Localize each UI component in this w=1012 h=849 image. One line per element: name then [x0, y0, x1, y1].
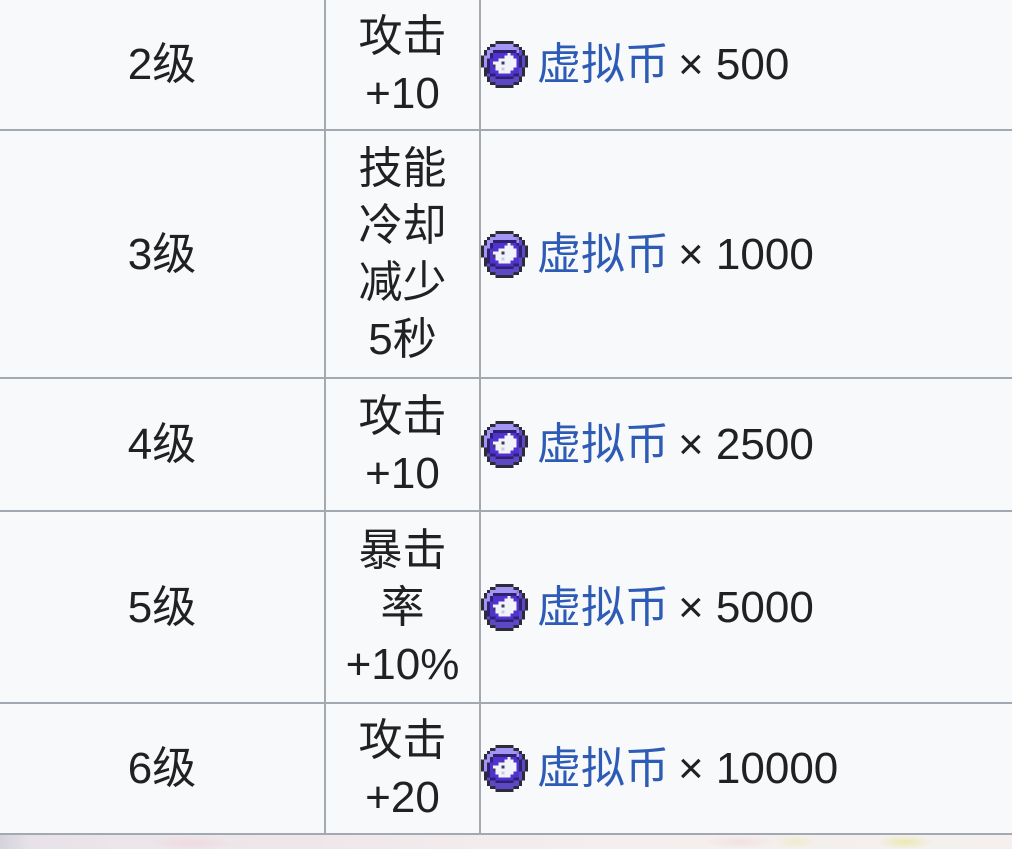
- cost-cell: 虚拟币 × 10000: [481, 704, 1012, 835]
- table-row: 4级 攻击 +10 虚拟币 × 2500: [0, 379, 1012, 512]
- cost-line: 虚拟币 × 5000: [481, 579, 1012, 636]
- coin-icon[interactable]: [481, 583, 528, 631]
- table-row: 3级 技能 冷却 减少 5秒 虚拟币 × 1000: [0, 131, 1012, 379]
- currency-link[interactable]: 虚拟币: [537, 229, 669, 279]
- cost-cell: 虚拟币 × 1000: [481, 131, 1012, 379]
- cost-amount: × 5000: [678, 582, 814, 632]
- cost-line: 虚拟币 × 1000: [481, 226, 1012, 283]
- table-row: 2级 攻击 +10 虚拟币 × 500: [0, 0, 1012, 131]
- effect-cell: 暴击 率 +10%: [326, 512, 481, 704]
- coin-icon[interactable]: [481, 41, 528, 88]
- cost-amount: × 1000: [678, 229, 814, 279]
- level-cell: 2级: [0, 0, 326, 131]
- coin-icon[interactable]: [481, 230, 528, 278]
- table-row: 6级 攻击 +20 虚拟币 × 10000: [0, 704, 1012, 835]
- currency-link[interactable]: 虚拟币: [537, 744, 669, 793]
- cost-cell: 虚拟币 × 500: [481, 0, 1012, 131]
- cost-line: 虚拟币 × 500: [481, 36, 1012, 93]
- effect-cell: 攻击 +10: [326, 0, 481, 131]
- page-background-image: [0, 835, 1012, 849]
- table-row: 5级 暴击 率 +10% 虚拟币 × 5000: [0, 512, 1012, 704]
- cost-line: 虚拟币 × 10000: [481, 740, 1012, 797]
- level-cell: 6级: [0, 704, 326, 835]
- level-cell: 5级: [0, 512, 326, 704]
- cost-cell: 虚拟币 × 2500: [481, 379, 1012, 512]
- effect-cell: 攻击 +20: [326, 704, 481, 835]
- currency-link[interactable]: 虚拟币: [537, 582, 669, 632]
- cost-amount: × 500: [678, 40, 790, 89]
- currency-link[interactable]: 虚拟币: [537, 420, 669, 469]
- currency-link[interactable]: 虚拟币: [537, 40, 669, 89]
- cost-line: 虚拟币 × 2500: [481, 416, 1012, 473]
- effect-cell: 攻击 +10: [326, 379, 481, 512]
- level-cell: 3级: [0, 131, 326, 379]
- cost-cell: 虚拟币 × 5000: [481, 512, 1012, 704]
- coin-icon[interactable]: [481, 421, 528, 468]
- cost-amount: × 10000: [678, 744, 839, 793]
- level-cell: 4级: [0, 379, 326, 512]
- cost-amount: × 2500: [678, 420, 814, 469]
- effect-cell: 技能 冷却 减少 5秒: [326, 131, 481, 379]
- coin-icon[interactable]: [481, 745, 528, 792]
